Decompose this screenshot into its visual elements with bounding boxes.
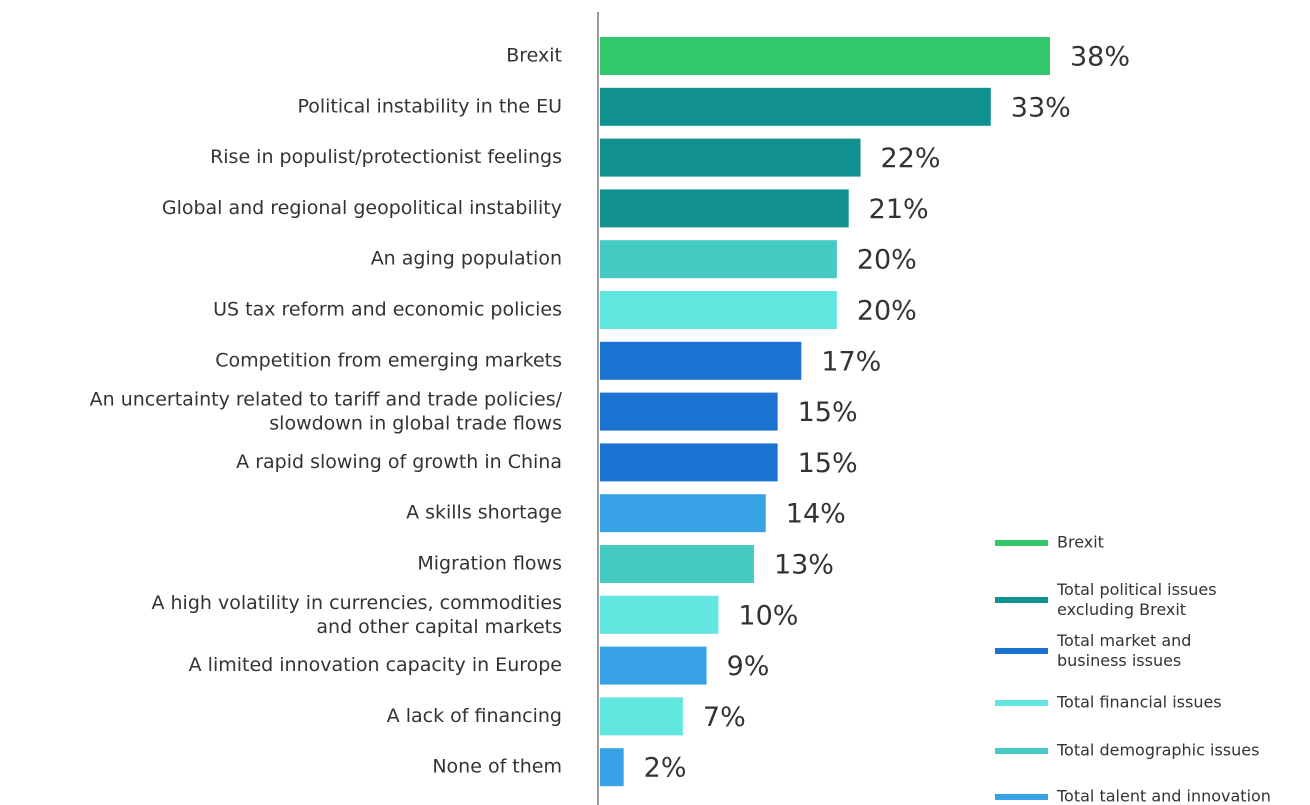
bar [600, 545, 754, 583]
bar [600, 646, 707, 685]
value-label: 21% [869, 194, 929, 225]
legend-label: Total talent and innovation [1056, 787, 1271, 805]
category-label: US tax reform and economic policies [213, 299, 562, 321]
bar [600, 37, 1050, 75]
bar [600, 189, 849, 228]
legend-label: Total market and business issues [1056, 631, 1191, 670]
category-label: Rise in populist/protectionist feelings [210, 146, 562, 168]
bar [600, 392, 778, 431]
category-label: A limited innovation capacity in Europe [189, 654, 562, 676]
value-label: 13% [774, 550, 834, 581]
value-label: 10% [738, 600, 798, 631]
category-label: Political instability in the EU [297, 95, 562, 117]
bar [600, 595, 719, 634]
value-label: 7% [703, 702, 746, 733]
bar [600, 87, 991, 126]
value-label: 17% [821, 346, 881, 377]
value-label: 15% [798, 397, 858, 428]
bar [600, 697, 683, 736]
category-label: Competition from emerging markets [215, 349, 562, 371]
value-label: 14% [786, 499, 846, 530]
value-label: 33% [1011, 92, 1071, 123]
value-label: 2% [644, 753, 687, 784]
value-label: 9% [727, 651, 770, 682]
category-label: Global and regional geopolitical instabi… [162, 197, 562, 219]
legend-label: Brexit [1057, 533, 1104, 552]
category-label: An uncertainty related to tariff and tra… [90, 388, 563, 434]
bar [600, 494, 766, 533]
bar [600, 138, 861, 177]
legend-label: Total demographic issues [1056, 741, 1259, 760]
category-label: Brexit [506, 45, 562, 67]
bar [600, 341, 802, 380]
bar [600, 240, 837, 279]
category-label: A skills shortage [406, 502, 562, 524]
value-label: 15% [798, 448, 858, 479]
legend-label: Total financial issues [1056, 693, 1222, 712]
value-label: 38% [1070, 42, 1130, 73]
value-label: 22% [881, 143, 941, 174]
category-label: An aging population [371, 248, 562, 270]
category-label: A high volatility in currencies, commodi… [151, 591, 562, 637]
value-label: 20% [857, 245, 917, 276]
category-label: None of them [432, 756, 562, 778]
value-label: 20% [857, 296, 917, 327]
category-label: A rapid slowing of growth in China [236, 451, 562, 473]
category-label: A lack of financing [387, 705, 562, 727]
bar [600, 443, 778, 482]
bar [600, 291, 837, 329]
legend-label: Total political issues excluding Brexit [1056, 580, 1217, 619]
bar [600, 748, 624, 787]
category-label: Migration flows [417, 553, 562, 575]
